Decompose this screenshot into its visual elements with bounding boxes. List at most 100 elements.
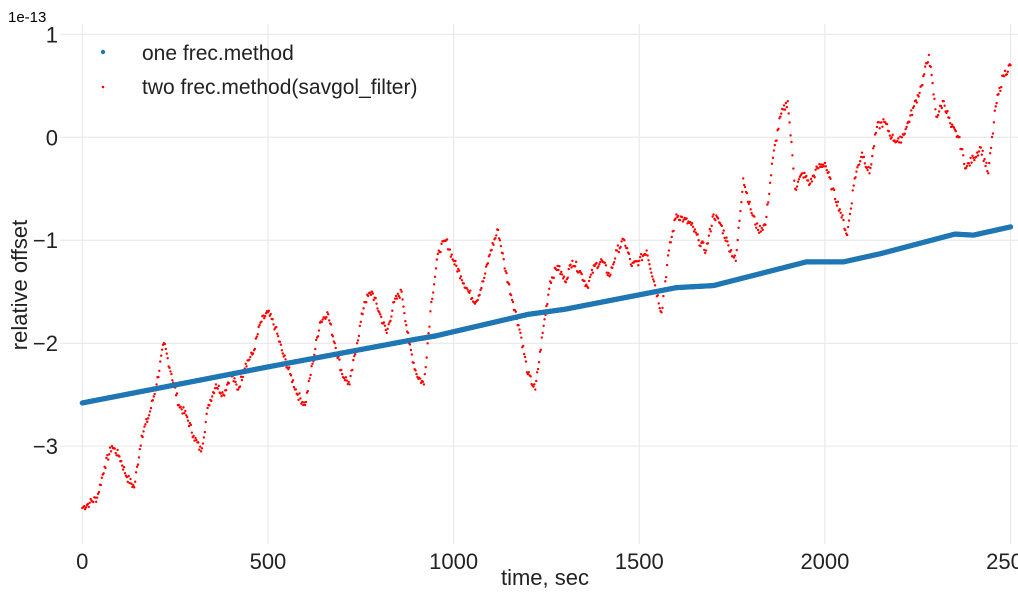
data-point-two-frec (855, 170, 858, 173)
data-point-two-frec (331, 335, 335, 338)
data-point-two-frec (591, 271, 595, 274)
data-point-two-frec (664, 280, 667, 283)
data-point-two-frec (428, 325, 431, 328)
data-point-two-frec (994, 105, 997, 108)
data-point-two-frec (264, 312, 268, 315)
data-point-two-frec (898, 135, 902, 138)
data-point-two-frec (310, 365, 313, 368)
data-point-two-frec (153, 392, 156, 396)
data-point-two-frec (910, 109, 913, 112)
data-point-two-frec (430, 300, 433, 304)
data-point-two-frec (725, 236, 728, 239)
data-point-two-frec (1000, 85, 1003, 89)
data-point-two-frec (850, 202, 854, 205)
data-point-two-frec (583, 279, 586, 283)
data-point-two-frec (988, 152, 992, 155)
data-point-two-frec (404, 319, 407, 323)
data-point-two-frec (839, 211, 842, 215)
data-point-two-frec (155, 383, 158, 386)
data-point-two-frec (257, 325, 260, 329)
data-point-two-frec (871, 147, 875, 150)
data-point-two-frec (128, 481, 131, 485)
y-tick-label: 0 (46, 125, 58, 150)
y-tick-label: −3 (33, 434, 58, 459)
data-point-two-frec (756, 228, 760, 232)
data-point-two-frec (379, 315, 383, 319)
data-point-two-frec (190, 431, 194, 434)
data-point-two-frec (329, 323, 333, 326)
data-point-two-frec (619, 245, 622, 249)
data-point-two-frec (253, 347, 257, 351)
data-point-two-frec (561, 273, 564, 276)
data-point-two-frec (379, 313, 382, 316)
data-point-two-frec (651, 275, 654, 278)
data-point-two-frec (789, 134, 792, 137)
data-point-two-frec (375, 302, 378, 305)
data-point-two-frec (905, 125, 908, 129)
data-point-two-frec (132, 484, 135, 487)
data-point-two-frec (851, 189, 854, 192)
data-point-two-frec (328, 319, 331, 322)
data-point-two-frec (535, 371, 539, 374)
data-point-two-frec (598, 263, 601, 266)
data-point-two-frec (217, 384, 220, 388)
data-point-two-frec (693, 228, 697, 231)
data-point-two-frec (481, 280, 484, 283)
data-point-two-frec (144, 423, 147, 426)
data-point-two-frec (862, 155, 866, 159)
data-point-two-frec (638, 259, 641, 263)
data-point-two-frec (538, 350, 542, 353)
data-point-two-frec (265, 310, 269, 313)
data-point-two-frec (325, 316, 328, 319)
data-point-two-frec (509, 293, 513, 297)
data-point-two-frec (832, 188, 836, 192)
data-point-two-frec (868, 172, 871, 175)
legend-label-one-frec: one frec.method (142, 42, 294, 65)
data-point-two-frec (422, 383, 426, 386)
data-point-two-frec (866, 168, 869, 172)
data-point-two-frec (332, 340, 336, 343)
data-point-two-frec (395, 297, 399, 300)
data-point-two-frec (880, 121, 883, 124)
data-point-two-frec (599, 258, 603, 261)
data-point-two-frec (347, 380, 350, 384)
data-point-two-frec (455, 264, 458, 268)
data-point-two-frec (424, 365, 427, 369)
data-point-two-frec (967, 161, 971, 165)
data-point-two-frec (936, 115, 939, 119)
data-point-two-frec (392, 301, 395, 304)
data-point-two-frec (697, 239, 700, 242)
data-point-two-frec (495, 234, 498, 237)
data-point-two-frec (371, 292, 375, 295)
data-point-two-frec (263, 316, 266, 320)
data-point-two-frec (707, 234, 711, 237)
data-point-two-frec (267, 309, 271, 313)
data-point-two-frec (87, 505, 90, 509)
data-point-two-frec (662, 294, 665, 298)
data-point-two-frec (648, 263, 651, 266)
data-point-two-frec (146, 420, 149, 424)
data-point-two-frec (761, 228, 764, 232)
data-point-two-frec (151, 399, 155, 402)
data-point-two-frec (846, 225, 850, 229)
data-point-two-frec (703, 251, 707, 255)
x-tick-labels: 0 500 1000 1500 2000 2500 (76, 549, 1018, 574)
data-point-two-frec (341, 372, 344, 376)
data-point-two-frec (227, 382, 231, 385)
data-point-two-frec (965, 165, 969, 168)
data-point-two-frec (221, 391, 224, 394)
data-point-two-frec (510, 298, 514, 302)
data-point-two-frec (366, 294, 370, 298)
data-point-two-frec (133, 480, 137, 483)
data-point-two-frec (677, 214, 680, 218)
data-point-two-frec (248, 358, 251, 361)
data-point-two-frec (408, 343, 412, 346)
data-point-two-frec (115, 454, 118, 457)
data-point-two-frec (219, 392, 222, 395)
data-point-two-frec (117, 454, 120, 457)
data-point-two-frec (739, 209, 742, 213)
data-point-two-frec (672, 229, 675, 233)
data-point-two-frec (919, 85, 922, 88)
data-point-two-frec (137, 456, 141, 459)
